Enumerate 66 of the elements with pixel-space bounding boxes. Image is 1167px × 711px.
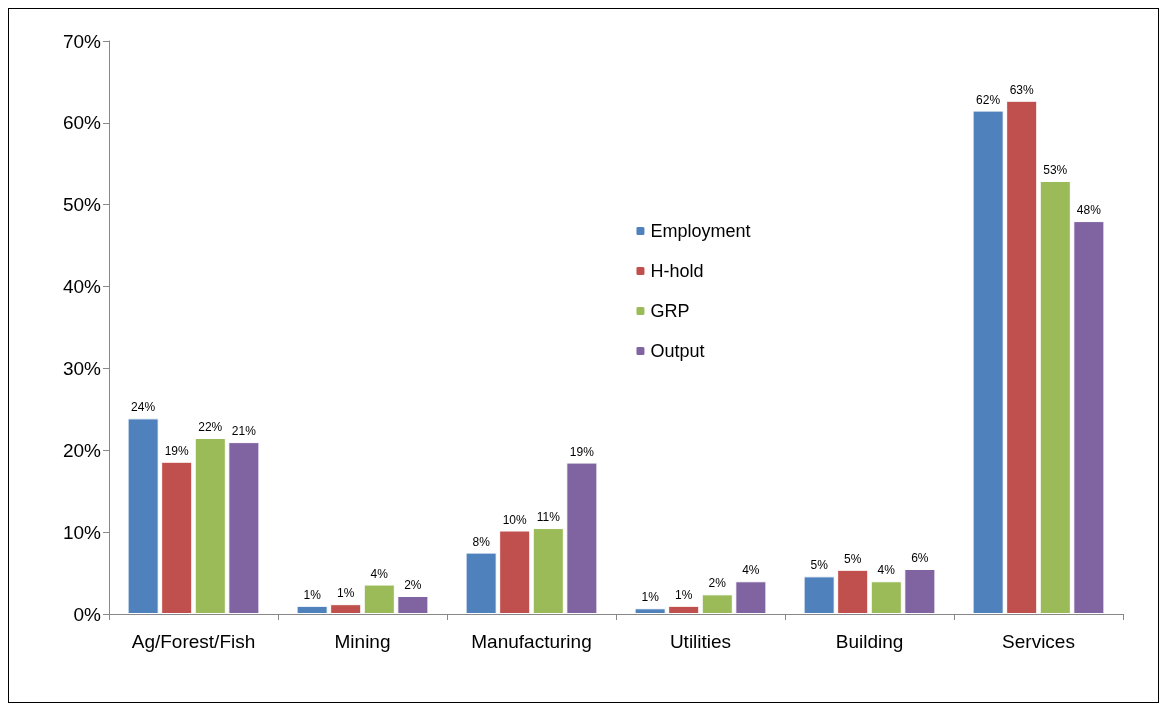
x-tick-label: Ag/Forest/Fish	[131, 631, 256, 652]
bar	[904, 568, 936, 614]
data-label: 4%	[877, 563, 896, 578]
data-label: 21%	[231, 424, 257, 439]
data-label: 8%	[472, 534, 491, 549]
data-label: 1%	[303, 587, 322, 602]
bar	[566, 462, 598, 614]
bar	[668, 605, 700, 614]
data-label: 53%	[1043, 162, 1068, 177]
x-tick-label: Building	[835, 631, 904, 652]
bar	[363, 584, 395, 614]
x-tick-label: Services	[1002, 631, 1075, 652]
bar	[634, 608, 666, 614]
y-tick-label: 70%	[62, 30, 102, 52]
data-label: 1%	[337, 586, 355, 601]
data-label: 2%	[404, 577, 422, 592]
bar	[127, 418, 159, 614]
data-label: 2%	[708, 576, 727, 591]
legend-label: H-hold	[650, 260, 704, 281]
y-tick-label: 0%	[73, 603, 102, 625]
bar	[161, 461, 193, 614]
bar	[397, 595, 429, 614]
bar	[735, 581, 767, 614]
data-label: 6%	[911, 550, 929, 565]
data-label: 48%	[1076, 203, 1102, 218]
bar	[330, 604, 362, 614]
legend-label: Employment	[650, 220, 751, 241]
data-label: 1%	[641, 590, 660, 605]
bar	[1073, 221, 1105, 614]
bar	[296, 605, 328, 614]
data-label: 11%	[536, 510, 561, 525]
bar	[870, 581, 902, 614]
x-tick-label: Manufacturing	[471, 631, 592, 652]
data-label: 5%	[844, 551, 862, 566]
bar	[532, 528, 564, 614]
y-tick-label: 30%	[62, 357, 102, 379]
data-label: 22%	[198, 420, 223, 435]
bar	[803, 576, 835, 614]
legend-label: GRP	[650, 300, 690, 321]
bar	[1039, 180, 1071, 614]
bar	[1006, 100, 1038, 614]
bar	[194, 438, 226, 614]
data-label: 10%	[502, 512, 528, 527]
data-label: 19%	[164, 443, 190, 458]
bar	[837, 569, 869, 614]
x-tick-label: Mining	[334, 631, 391, 652]
data-label: 62%	[976, 92, 1001, 107]
data-label: 4%	[742, 563, 760, 578]
x-tick-label: Utilities	[669, 631, 732, 652]
bar	[499, 530, 531, 614]
y-tick-label: 60%	[62, 112, 102, 134]
data-label: 19%	[569, 444, 595, 459]
bar	[465, 552, 497, 614]
bar	[228, 442, 260, 614]
data-label: 24%	[131, 400, 156, 415]
y-tick-label: 20%	[62, 439, 102, 461]
y-tick-label: 10%	[62, 521, 102, 543]
bar	[701, 594, 733, 614]
data-label: 1%	[675, 587, 693, 602]
bar	[972, 110, 1004, 614]
y-tick-label: 50%	[62, 194, 102, 216]
y-tick-label: 40%	[62, 276, 102, 298]
data-label: 4%	[370, 566, 389, 581]
data-label: 63%	[1009, 82, 1035, 97]
data-label: 5%	[810, 558, 829, 573]
legend-label: Output	[650, 340, 705, 361]
